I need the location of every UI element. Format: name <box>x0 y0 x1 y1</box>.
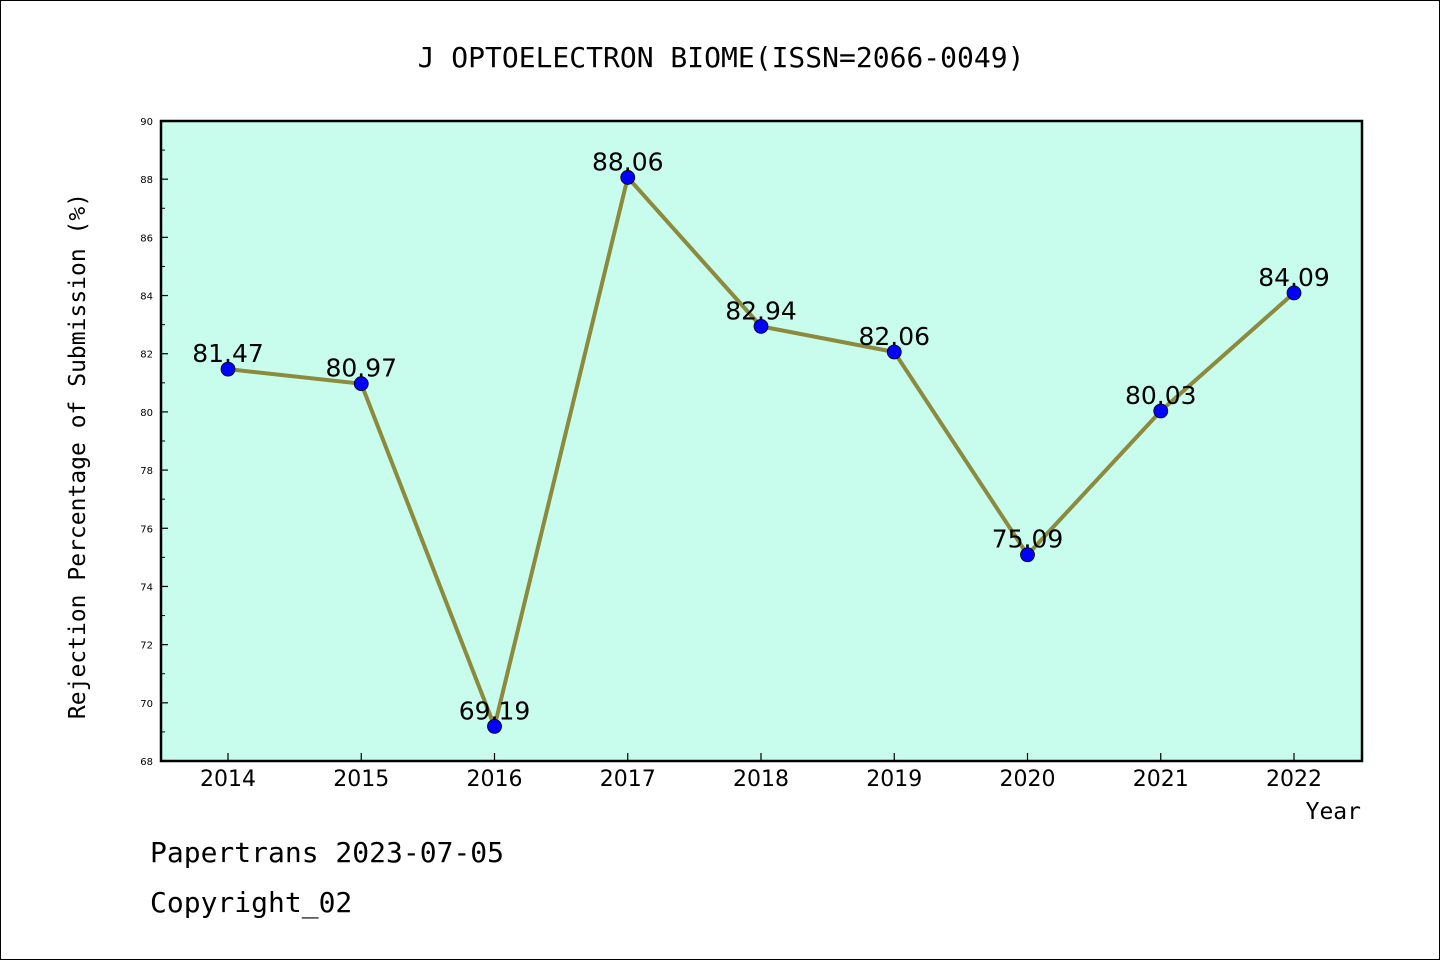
data-value-label: 69.19 <box>459 696 531 725</box>
y-axis-title: Rejection Percentage of Submission (%) <box>65 193 91 719</box>
y-tick-label: 70 <box>140 699 153 710</box>
line-chart: J OPTOELECTRON BIOME(ISSN=2066-0049) 68 7… <box>1 1 1439 959</box>
x-tick-label: 2022 <box>1266 767 1322 792</box>
data-value-label: 80.97 <box>325 354 397 383</box>
y-tick-label: 84 <box>140 292 153 303</box>
data-value-label: 80.03 <box>1125 381 1197 410</box>
chart-title: J OPTOELECTRON BIOME(ISSN=2066-0049) <box>418 41 1025 74</box>
y-tick-label: 80 <box>140 408 153 419</box>
x-tick-label: 2018 <box>733 767 789 792</box>
footer-copyright-text: Copyright_02 <box>150 886 352 919</box>
data-value-label: 82.94 <box>725 296 797 325</box>
data-value-label: 82.06 <box>858 322 930 351</box>
x-tick-label: 2017 <box>600 767 656 792</box>
data-value-label: 81.47 <box>192 339 264 368</box>
y-tick-label: 76 <box>140 524 153 535</box>
y-tick-label: 86 <box>140 233 153 244</box>
y-tick-label: 78 <box>140 466 153 477</box>
data-value-label: 88.06 <box>592 147 664 176</box>
x-axis-title: Year <box>1306 799 1361 825</box>
data-value-label: 75.09 <box>992 525 1064 554</box>
x-tick-label: 2016 <box>467 767 523 792</box>
chart-canvas: J OPTOELECTRON BIOME(ISSN=2066-0049) 68 7… <box>0 0 1440 960</box>
x-tick-label: 2021 <box>1133 767 1189 792</box>
y-tick-label: 72 <box>140 641 153 652</box>
y-tick-label: 68 <box>140 757 153 768</box>
y-tick-label: 88 <box>140 175 153 186</box>
x-tick-label: 2015 <box>333 767 389 792</box>
x-tick-label: 2020 <box>1000 767 1056 792</box>
y-tick-label: 82 <box>140 350 153 361</box>
x-tick-label: 2014 <box>200 767 256 792</box>
x-tick-label: 2019 <box>866 767 922 792</box>
footer-date-text: Papertrans 2023-07-05 <box>150 836 504 869</box>
y-tick-label: 74 <box>140 582 153 593</box>
data-value-label: 84.09 <box>1258 263 1330 292</box>
plot-area <box>161 121 1362 761</box>
y-tick-label: 90 <box>140 117 153 128</box>
